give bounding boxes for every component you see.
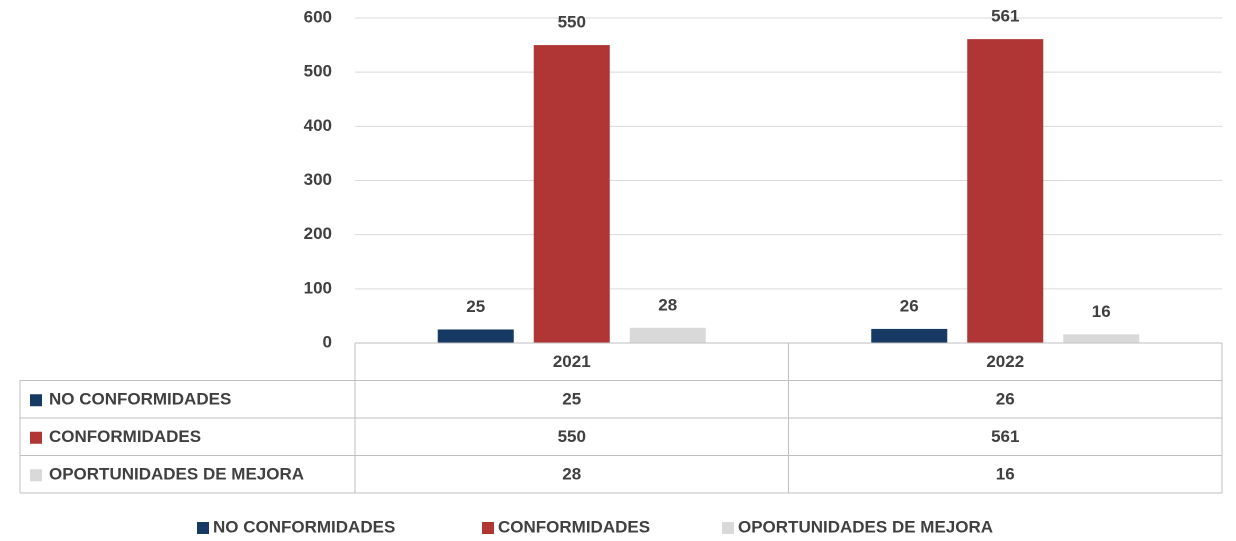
table-cell: 26 <box>996 390 1015 409</box>
data-label: 550 <box>558 13 586 32</box>
y-tick-label: 100 <box>304 278 332 297</box>
legend-key <box>482 522 494 534</box>
y-tick-label: 400 <box>304 116 332 135</box>
x-tick-label: 2022 <box>986 352 1024 371</box>
legend-label: CONFORMIDADES <box>498 517 650 536</box>
y-tick-label: 600 <box>304 7 332 26</box>
y-tick-label: 200 <box>304 224 332 243</box>
bar <box>1063 334 1140 343</box>
table-cell: 28 <box>562 465 581 484</box>
table-legend-key <box>30 394 42 407</box>
table-cell: 561 <box>991 427 1019 446</box>
y-tick-label: 300 <box>304 170 332 189</box>
y-tick-label: 500 <box>304 62 332 81</box>
bar <box>437 329 514 343</box>
legend-key <box>197 522 209 534</box>
bar <box>533 45 610 343</box>
table-legend-key <box>30 469 42 482</box>
bar <box>629 327 706 343</box>
table-cell: 16 <box>996 465 1015 484</box>
table-legend-key <box>30 431 42 444</box>
y-tick-label: 0 <box>323 332 332 351</box>
legend-label: NO CONFORMIDADES <box>213 517 395 536</box>
x-tick-label: 2021 <box>553 352 591 371</box>
legend-label: OPORTUNIDADES DE MEJORA <box>738 517 993 536</box>
table-row-label: OPORTUNIDADES DE MEJORA <box>49 465 304 484</box>
legend-key <box>722 522 734 534</box>
table-row-label: NO CONFORMIDADES <box>49 390 231 409</box>
table-cell: 25 <box>562 390 581 409</box>
table-row-label: CONFORMIDADES <box>49 427 201 446</box>
data-label: 28 <box>658 295 677 314</box>
bar <box>967 39 1044 343</box>
bar <box>871 328 948 343</box>
data-label: 561 <box>991 7 1019 26</box>
data-label: 25 <box>466 297 485 316</box>
data-label: 16 <box>1092 302 1111 321</box>
table-cell: 550 <box>558 427 586 446</box>
data-label: 26 <box>900 296 919 315</box>
